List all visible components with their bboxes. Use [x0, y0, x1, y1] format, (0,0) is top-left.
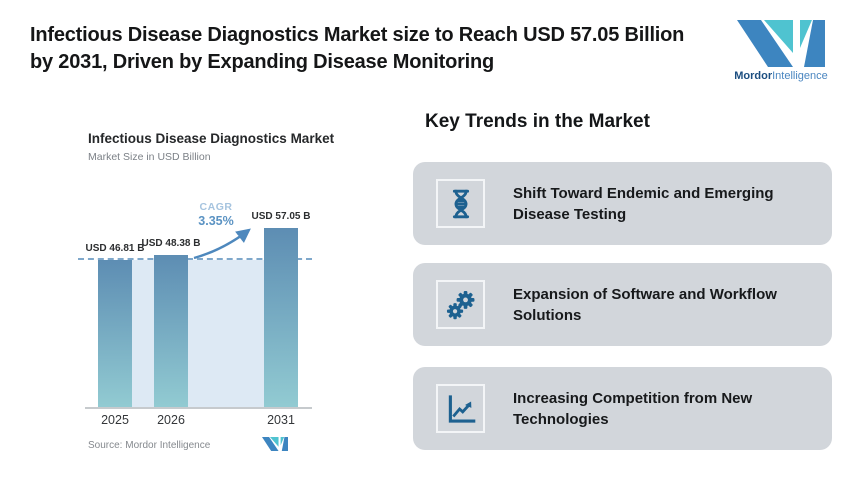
bar-value-2025: USD 46.81 B [85, 243, 145, 254]
brand-logo: MordorIntelligence [726, 20, 836, 82]
cagr-value: 3.35% [198, 214, 234, 228]
trend-card-endemic-testing: Shift Toward Endemic and Emerging Diseas… [413, 162, 832, 245]
trend-icon-box [436, 179, 485, 228]
trend-text: Increasing Competition from New Technolo… [513, 389, 753, 428]
brand-name-bold: Mordor [734, 70, 773, 82]
bar-2026 [154, 255, 188, 408]
bar-value-2026: USD 48.38 B [141, 238, 201, 249]
chart-subtitle: Market Size in USD Billion [88, 151, 211, 163]
page-title-line2: by 2031, Driven by Expanding Disease Mon… [30, 51, 495, 73]
baseline-dashed-line [78, 258, 312, 260]
bar-2031 [264, 228, 298, 408]
bar-value-2031: USD 57.05 B [251, 211, 311, 222]
brand-name-light: Intelligence [772, 70, 828, 82]
source-note: Source: Mordor Intelligence [88, 440, 211, 451]
trend-card-software-workflow: Expansion of Software and Workflow Solut… [413, 263, 832, 346]
line-chart-icon [448, 394, 475, 423]
x-tick-2031: 2031 [267, 413, 295, 427]
trends-heading: Key Trends in the Market [425, 111, 650, 132]
cagr-arrow-icon [193, 228, 251, 260]
x-tick-2026: 2026 [157, 413, 185, 427]
chart-title: Infectious Disease Diagnostics Market [88, 131, 335, 146]
trend-icon-box [436, 384, 485, 433]
gears-icon [446, 290, 474, 319]
dna-icon [452, 189, 469, 218]
mordor-logo-icon [737, 20, 825, 67]
x-axis-line [85, 407, 312, 409]
bar-2025 [98, 260, 132, 408]
page-title: Infectious Disease Diagnostics Market si… [30, 22, 730, 76]
page-title-line1: Infectious Disease Diagnostics Market si… [30, 24, 685, 46]
cagr-label: CAGR [199, 201, 233, 213]
trend-card-new-technologies: Increasing Competition from New Technolo… [413, 367, 832, 450]
brand-name: MordorIntelligence [726, 70, 836, 82]
x-tick-2025: 2025 [101, 413, 129, 427]
trend-text: Shift Toward Endemic and Emerging Diseas… [513, 184, 774, 223]
trend-text: Expansion of Software and Workflow Solut… [513, 285, 777, 324]
trend-icon-box [436, 280, 485, 329]
source-logo-icon [262, 437, 288, 451]
